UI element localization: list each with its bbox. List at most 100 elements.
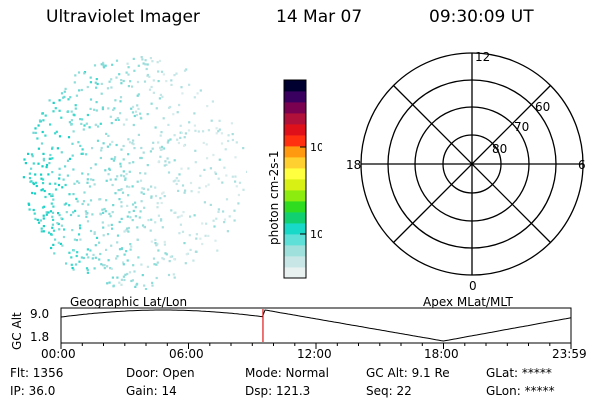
aurora-pixel: [56, 222, 59, 225]
colorbar-swatch: [284, 267, 306, 279]
aurora-pixel: [123, 253, 126, 256]
aurora-pixel: [157, 141, 160, 144]
aurora-pixel: [106, 233, 110, 236]
aurora-pixel: [63, 228, 66, 231]
aurora-pixel: [173, 159, 176, 162]
x-tick-label-00: 00:00: [41, 347, 76, 361]
aurora-pixel: [181, 92, 184, 95]
aurora-pixel: [116, 276, 119, 279]
aurora-pixel: [86, 271, 89, 274]
aurora-pixel: [187, 167, 190, 170]
aurora-pixel: [44, 134, 47, 137]
aurora-pixel: [120, 174, 123, 177]
aurora-pixel: [64, 87, 67, 90]
aurora-pixel: [40, 142, 44, 145]
aurora-pixel: [161, 95, 164, 98]
aurora-pixel: [131, 142, 134, 145]
aurora-pixel: [114, 178, 117, 181]
aurora-pixel: [145, 67, 148, 71]
aurora-pixel: [139, 112, 142, 115]
aurora-pixel: [193, 214, 196, 217]
aurora-pixel: [85, 212, 88, 215]
aurora-pixel: [150, 185, 153, 188]
aurora-pixel: [60, 92, 64, 95]
aurora-pixel: [181, 230, 185, 233]
aurora-pixel: [107, 173, 110, 176]
aurora-pixel: [132, 123, 135, 127]
aurora-pixel: [228, 215, 231, 218]
aurora-pixel: [93, 232, 96, 235]
aurora-pixel: [175, 72, 178, 75]
aurora-pixel: [163, 164, 166, 167]
aurora-pixel: [127, 73, 130, 76]
aurora-pixel: [40, 227, 43, 230]
aurora-pixel: [100, 263, 103, 266]
aurora-pixel: [118, 248, 122, 251]
aurora-pixel: [67, 98, 70, 101]
colorbar-label: photon cm-2s-1: [267, 150, 281, 246]
aurora-pixel: [116, 241, 119, 244]
aurora-pixel: [139, 179, 143, 182]
aurora-pixel: [60, 224, 63, 227]
aurora-pixel: [132, 143, 135, 146]
aurora-pixel: [128, 170, 131, 173]
x-tick-label-2359: 23:59: [552, 347, 587, 361]
aurora-pixel: [77, 233, 81, 236]
aurora-pixel: [132, 161, 135, 164]
aurora-pixel: [112, 159, 115, 162]
aurora-pixel: [68, 204, 71, 207]
aurora-pixel: [129, 80, 132, 83]
aurora-pixel: [221, 181, 224, 184]
aurora-pixel: [199, 174, 202, 177]
colorbar-swatch: [284, 146, 306, 158]
aurora-pixel: [127, 194, 130, 197]
aurora-pixel: [140, 156, 143, 160]
aurora-pixel: [143, 206, 146, 209]
aurora-pixel: [86, 181, 89, 184]
aurora-pixel: [41, 206, 45, 209]
aurora-pixel: [235, 185, 238, 188]
aurora-pixel: [120, 82, 123, 85]
aurora-pixel: [42, 230, 45, 233]
aurora-pixel: [126, 62, 129, 65]
aurora-pixel: [180, 86, 183, 89]
aurora-pixel: [114, 118, 117, 121]
aurora-pixel: [209, 203, 212, 206]
aurora-pixel: [109, 178, 112, 181]
aurora-pixel: [238, 181, 242, 184]
aurora-pixel: [150, 196, 153, 199]
aurora-pixel: [110, 78, 113, 81]
aurora-pixel: [159, 93, 162, 96]
aurora-pixel: [35, 181, 38, 184]
aurora-pixel: [72, 249, 76, 252]
aurora-pixel: [36, 137, 39, 140]
aurora-pixel: [214, 171, 217, 174]
aurora-pixel: [95, 236, 99, 239]
aurora-pixel: [91, 213, 94, 216]
aurora-pixel: [123, 175, 126, 178]
aurora-pixel: [111, 140, 114, 143]
aurora-pixel: [81, 118, 84, 121]
aurora-pixel: [80, 256, 83, 259]
aurora-pixel: [132, 209, 135, 212]
aurora-pixel: [45, 163, 49, 167]
aurora-pixel: [86, 248, 89, 251]
aurora-pixel: [129, 243, 132, 246]
aurora-pixel: [142, 187, 145, 190]
aurora-pixel: [109, 267, 112, 270]
aurora-pixel: [69, 96, 72, 99]
aurora-pixel: [87, 256, 90, 259]
aurora-pixel: [47, 173, 50, 176]
aurora-pixel: [146, 265, 149, 268]
aurora-pixel: [89, 249, 92, 252]
aurora-pixel: [174, 179, 177, 182]
aurora-pixel: [71, 266, 74, 270]
aurora-pixel: [128, 271, 132, 274]
aurora-pixel: [120, 283, 123, 286]
aurora-pixel: [120, 217, 123, 220]
timeline-left-title: Geographic Lat/Lon: [70, 295, 188, 309]
aurora-pixel: [167, 139, 170, 142]
aurora-pixel: [159, 134, 162, 137]
aurora-pixel: [159, 146, 162, 149]
aurora-pixel: [58, 167, 61, 170]
